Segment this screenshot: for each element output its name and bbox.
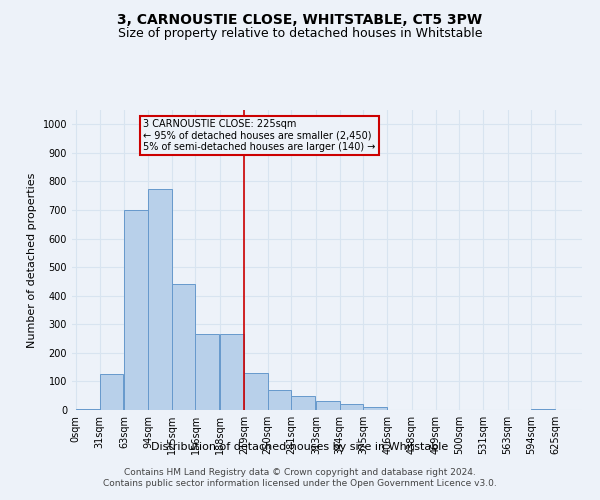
- Bar: [220, 334, 244, 410]
- Bar: [196, 334, 219, 410]
- Y-axis label: Number of detached properties: Number of detached properties: [27, 172, 37, 348]
- Bar: [268, 390, 292, 410]
- Bar: [100, 374, 124, 410]
- Bar: [340, 404, 364, 410]
- Bar: [364, 407, 387, 410]
- Text: Distribution of detached houses by size in Whitstable: Distribution of detached houses by size …: [151, 442, 449, 452]
- Bar: [172, 284, 196, 410]
- Bar: [532, 408, 555, 410]
- Bar: [316, 402, 340, 410]
- Bar: [244, 373, 268, 410]
- Bar: [292, 396, 315, 410]
- Text: 3, CARNOUSTIE CLOSE, WHITSTABLE, CT5 3PW: 3, CARNOUSTIE CLOSE, WHITSTABLE, CT5 3PW: [118, 12, 482, 26]
- Bar: [76, 408, 100, 410]
- Bar: [124, 210, 148, 410]
- Text: Size of property relative to detached houses in Whitstable: Size of property relative to detached ho…: [118, 28, 482, 40]
- Text: 3 CARNOUSTIE CLOSE: 225sqm
← 95% of detached houses are smaller (2,450)
5% of se: 3 CARNOUSTIE CLOSE: 225sqm ← 95% of deta…: [143, 119, 376, 152]
- Bar: [148, 188, 172, 410]
- Text: Contains HM Land Registry data © Crown copyright and database right 2024.
Contai: Contains HM Land Registry data © Crown c…: [103, 468, 497, 487]
